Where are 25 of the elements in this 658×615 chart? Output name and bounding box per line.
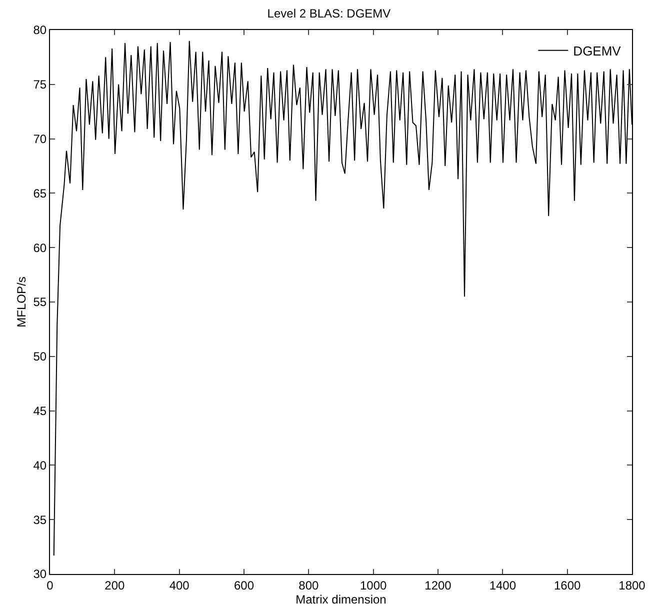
x-tick-label: 1600 (554, 578, 581, 592)
x-tick-label: 1000 (360, 578, 387, 592)
y-tick-label: 55 (33, 295, 47, 310)
x-tick-label: 1800 (618, 578, 646, 592)
y-tick-label: 50 (33, 350, 47, 364)
chart-title: Level 2 BLAS: DGEMV (267, 6, 391, 21)
x-tick-label: 1400 (489, 578, 516, 592)
x-tick-label: 200 (104, 578, 125, 592)
x-tick-label: 800 (298, 578, 319, 592)
x-axis-title: Matrix dimension (296, 592, 386, 606)
y-tick-label: 75 (33, 78, 47, 92)
x-tick-label: 400 (169, 578, 190, 592)
y-tick-label: 35 (33, 512, 47, 527)
y-tick-label: 70 (33, 132, 47, 146)
y-tick-label: 30 (33, 567, 47, 582)
y-tick-label: 65 (33, 186, 47, 200)
y-tick-label: 80 (33, 23, 47, 38)
y-tick-label: 40 (33, 458, 47, 472)
legend-label: DGEMV (573, 43, 622, 58)
y-axis-title: MFLOP/s (14, 276, 29, 328)
x-tick-label: 1200 (424, 578, 452, 592)
y-tick-label: 60 (33, 240, 47, 255)
x-tick-label: 600 (234, 578, 254, 592)
x-tick-label: 0 (46, 578, 54, 592)
y-tick-label: 45 (33, 404, 47, 418)
